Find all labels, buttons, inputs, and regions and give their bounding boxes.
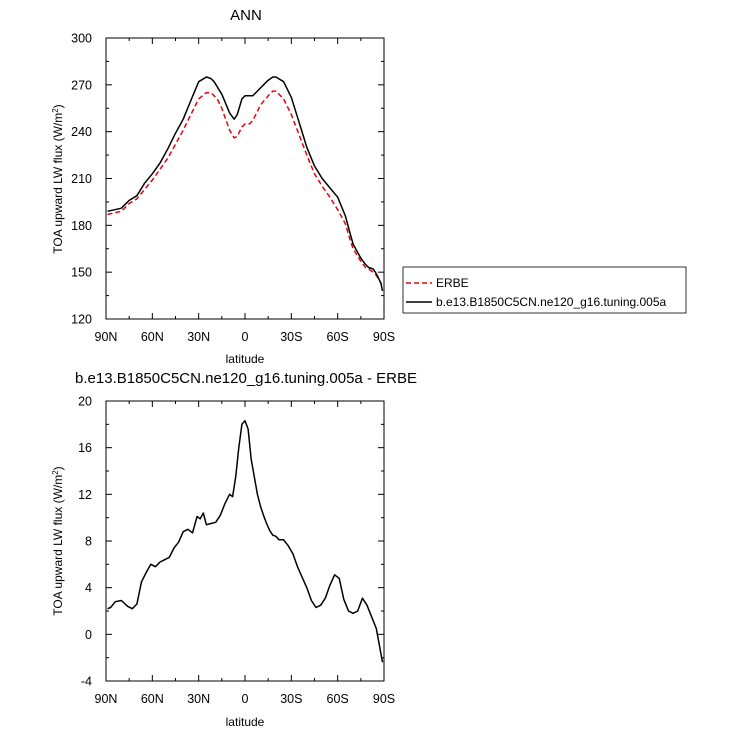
bottom-xtick-label: 60N: [141, 692, 164, 706]
bottom-ytick-label: -4: [81, 675, 92, 689]
top-xtick-label: 90S: [373, 330, 395, 344]
top-ytick-label: 180: [71, 219, 92, 233]
top-chart-title: ANN: [230, 7, 262, 24]
bottom-xtick-label: 90S: [373, 692, 395, 706]
top-yaxis-label-sup: 2: [51, 108, 60, 113]
top-plot-frame: [105, 37, 385, 320]
top-xtick-label: 90N: [95, 330, 118, 344]
top-ytick-label: 300: [71, 32, 92, 46]
top-yaxis-label-main: TOA upward LW flux (W/m: [51, 113, 65, 254]
top-xtick-label: 30S: [280, 330, 302, 344]
legend-box: [402, 266, 687, 314]
bottom-xaxis-label: latitude: [226, 715, 265, 729]
bottom-plot-frame: [105, 400, 385, 682]
bottom-yaxis-label-tail: ): [51, 466, 65, 470]
legend: ERBE b.e13.B1850C5CN.ne120_g16.tuning.00…: [402, 266, 687, 314]
top-yaxis-label: TOA upward LW flux (W/m2): [51, 104, 66, 253]
bottom-ytick-label: 4: [85, 581, 92, 595]
bottom-xtick-label: 30N: [187, 692, 210, 706]
bottom-xtick-label: 60S: [327, 692, 349, 706]
top-ytick-label: 120: [71, 313, 92, 327]
bottom-xtick-label: 30S: [280, 692, 302, 706]
top-xtick-label: 60S: [327, 330, 349, 344]
top-panel: ANN 90N 60N 30N 0 30S 60S 90S 120 150 180 210 240 27…: [51, 7, 687, 366]
bottom-ytick-label: 12: [78, 488, 92, 502]
top-ytick-label: 210: [71, 172, 92, 186]
bottom-ytick-label: 16: [78, 441, 92, 455]
top-ytick-label: 150: [71, 266, 92, 280]
bottom-xtick-label: 90N: [95, 692, 118, 706]
top-xtick-label: 60N: [141, 330, 164, 344]
top-xtick-label: 0: [242, 330, 249, 344]
legend-label-model: b.e13.B1850C5CN.ne120_g16.tuning.005a: [436, 295, 667, 309]
bottom-ytick-label: 8: [85, 535, 92, 549]
bottom-ytick-label: 20: [78, 395, 92, 409]
bottom-ytick-label: 0: [85, 628, 92, 642]
bottom-panel: b.e13.B1850C5CN.ne120_g16.tuning.005a - …: [51, 370, 417, 729]
bottom-ticks: 90N 60N 30N 0 30S 60S 90S -4 0 4 8 12 16 20: [78, 395, 395, 707]
top-xtick-label: 30N: [187, 330, 210, 344]
bottom-chart-title: b.e13.B1850C5CN.ne120_g16.tuning.005a - …: [75, 370, 417, 387]
bottom-series-line-0: [107, 420, 384, 663]
top-yaxis-label-tail: ): [51, 104, 65, 108]
bottom-yaxis-label-main: TOA upward LW flux (W/m: [51, 475, 65, 616]
top-ticks: 90N 60N 30N 0 30S 60S 90S 120 150 180 210 240 270 300: [71, 32, 395, 345]
bottom-series: [107, 420, 384, 663]
top-ytick-label: 270: [71, 78, 92, 92]
top-series: [107, 76, 384, 292]
legend-label-erbe: ERBE: [436, 276, 469, 290]
bottom-yaxis-label-sup: 2: [51, 470, 60, 475]
top-xaxis-label: latitude: [226, 352, 265, 366]
bottom-yaxis-label: TOA upward LW flux (W/m2): [51, 466, 66, 615]
top-series-line-0: [107, 90, 384, 289]
top-ytick-label: 240: [71, 125, 92, 139]
bottom-xtick-label: 0: [242, 692, 249, 706]
top-series-line-1: [107, 76, 384, 292]
